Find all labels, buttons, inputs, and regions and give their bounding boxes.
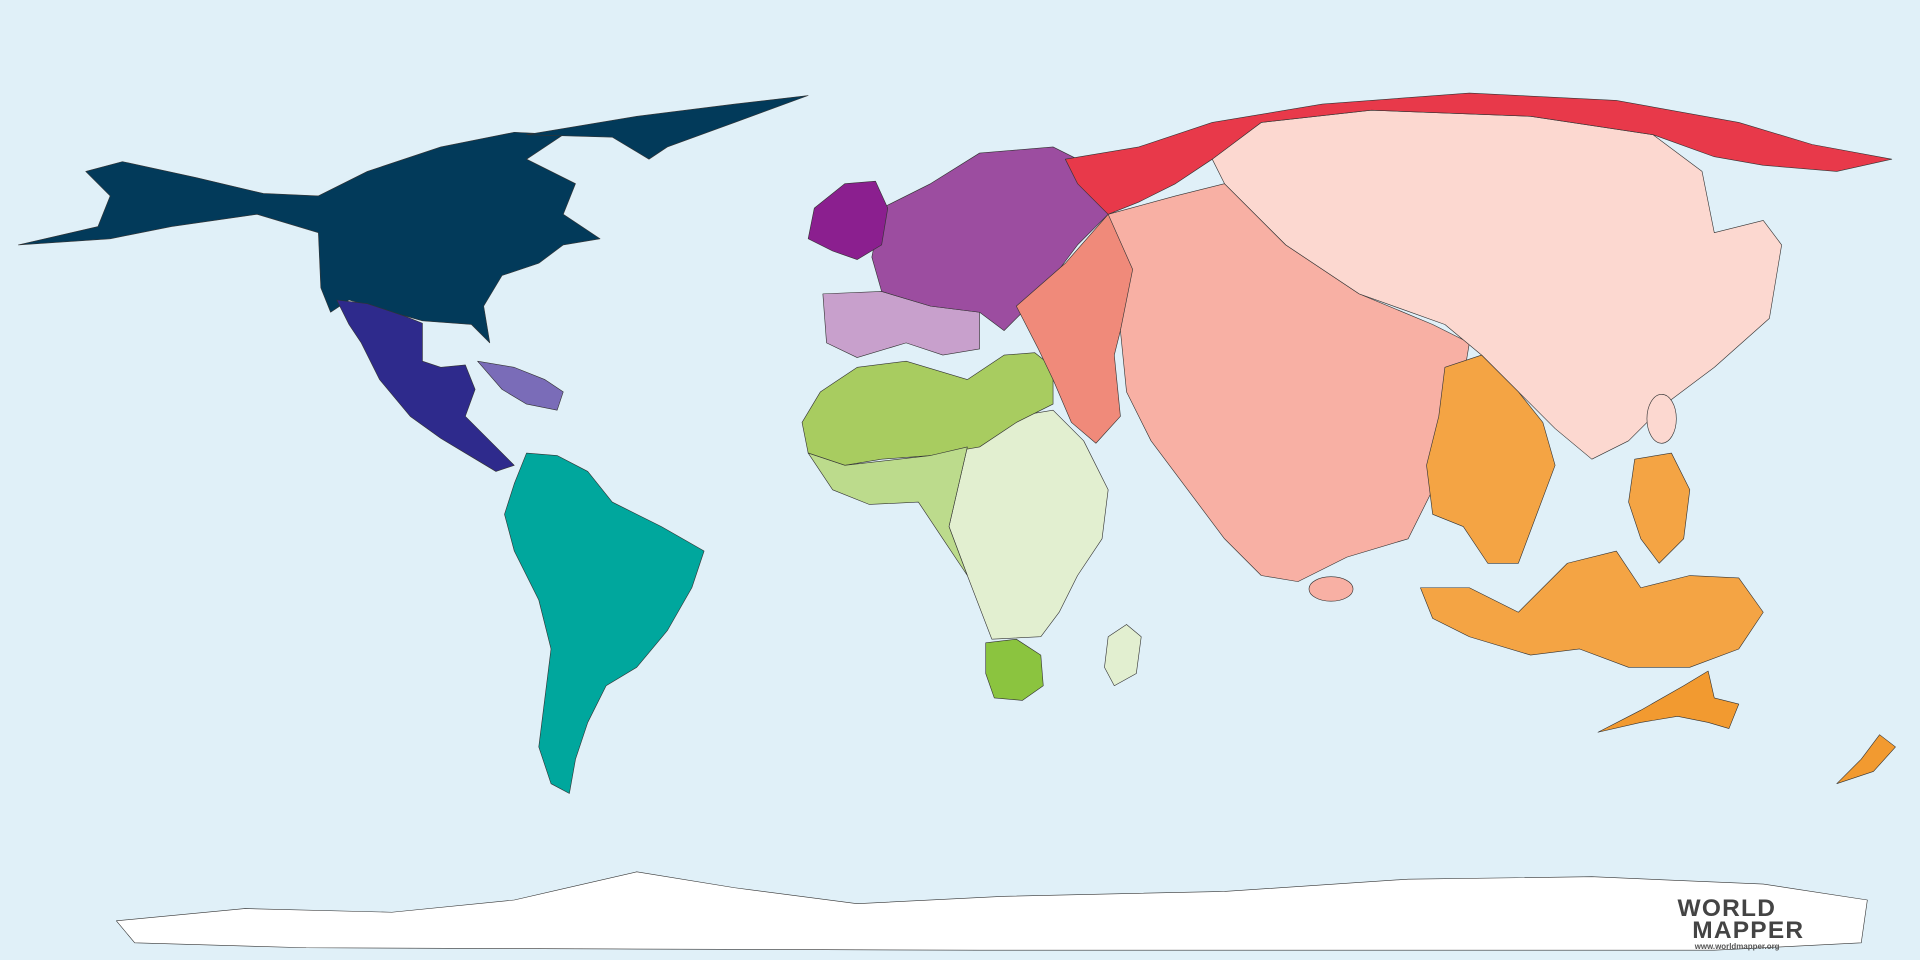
antarctica (116, 871, 1868, 951)
sri-lanka (1308, 576, 1354, 602)
central-america (336, 299, 515, 472)
caribbean (477, 360, 564, 411)
russia (1065, 92, 1893, 215)
british-isles (807, 180, 889, 260)
middle-east (1016, 207, 1140, 444)
logo: WORLD MAPPER www.worldmapper.org (1678, 895, 1804, 951)
philippines (1628, 452, 1691, 564)
west-africa (807, 446, 968, 576)
south-africa (985, 638, 1044, 701)
australia (1597, 670, 1740, 733)
new-zealand (1836, 734, 1896, 784)
mainland-southeast-asia (1426, 354, 1556, 564)
madagascar (1104, 624, 1142, 687)
logo-line-2: MAPPER (1692, 917, 1804, 944)
indonesia (1420, 550, 1764, 668)
logo-url: www.worldmapper.org (1694, 942, 1780, 951)
south-america (504, 452, 705, 794)
logo-line-1: WORLD (1678, 895, 1777, 922)
taiwan (1646, 393, 1677, 444)
north-america (18, 131, 601, 344)
arctic-islands (526, 95, 809, 160)
